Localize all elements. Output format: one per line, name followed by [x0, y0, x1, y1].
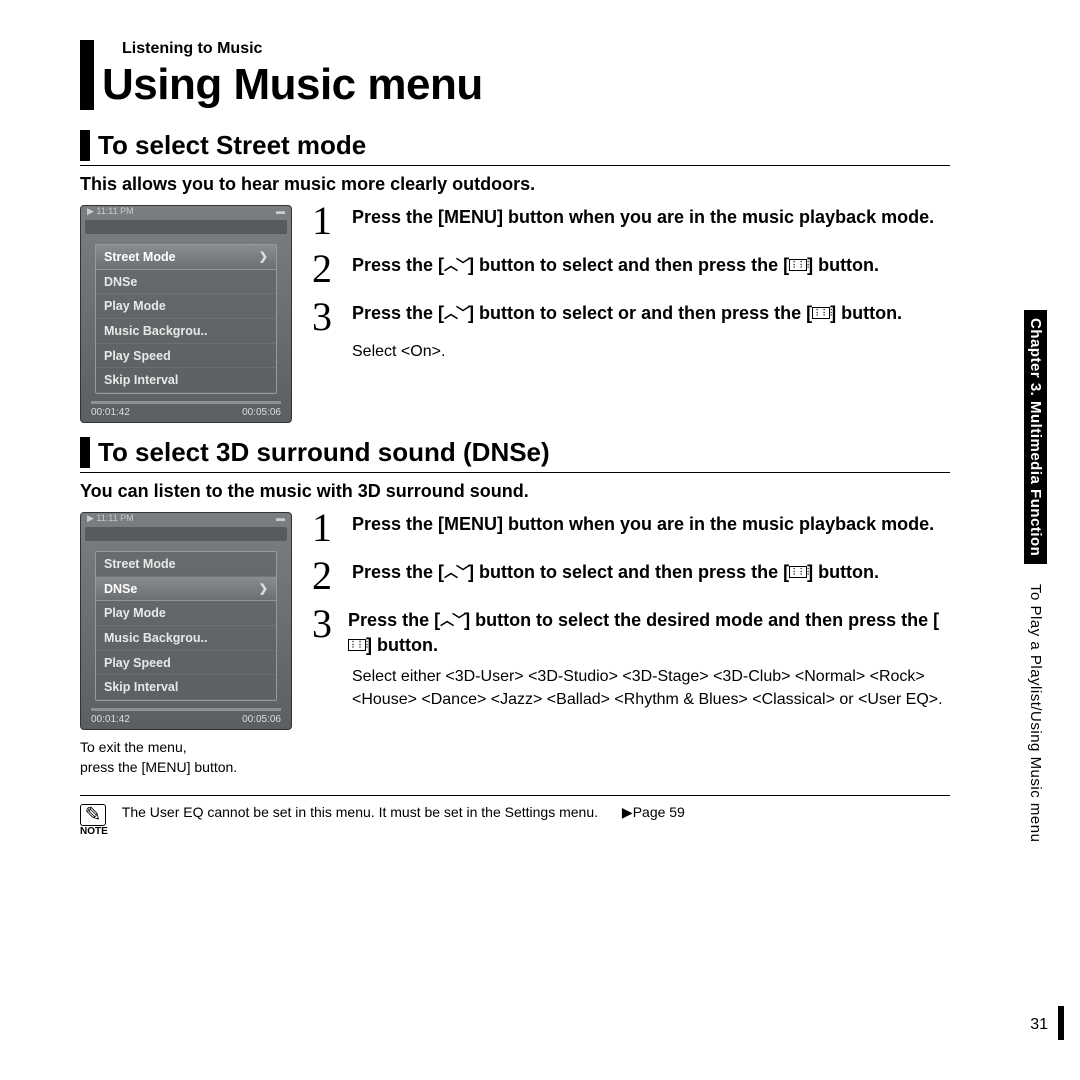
note-icon: ✎ — [80, 804, 106, 826]
device-screenshot-2: ▶ 11:11 PM▬Street ModeDNSe❯Play ModeMusi… — [80, 512, 292, 777]
menu-item: Skip Interval — [96, 675, 276, 700]
section2-title: To select 3D surround sound (DNSe) — [98, 437, 950, 468]
step-subtext: Select either <3D-User> <3D-Studio> <3D-… — [352, 666, 950, 711]
menu-item: DNSe — [96, 270, 276, 295]
step-text: Press the [︿﹀] button to select and then… — [352, 253, 879, 285]
device-screen: ▶ 11:11 PM▬Street Mode❯DNSePlay ModeMusi… — [80, 205, 292, 423]
step-number: 2 — [312, 560, 346, 592]
footnote: ✎ NOTE The User EQ cannot be set in this… — [80, 795, 950, 837]
note-page-ref: ▶Page 59 — [622, 804, 685, 820]
page-title: Using Music menu — [102, 60, 950, 110]
step-number: 3 — [312, 608, 342, 658]
page-number: 31 — [1030, 1016, 1048, 1034]
step-number: 1 — [312, 512, 346, 544]
menu-item: Skip Interval — [96, 368, 276, 393]
section1-title: To select Street mode — [98, 130, 950, 161]
step: 3Press the [︿﹀] button to select or and … — [312, 301, 950, 333]
menu-item: Play Mode — [96, 601, 276, 626]
step-text: Press the [︿﹀] button to select the desi… — [348, 608, 950, 658]
step: 1Press the [MENU] button when you are in… — [312, 205, 950, 237]
step: 1Press the [MENU] button when you are in… — [312, 512, 950, 544]
step: 3Press the [︿﹀] button to select the des… — [312, 608, 950, 658]
menu-item: DNSe❯ — [96, 577, 276, 602]
device-screen: ▶ 11:11 PM▬Street ModeDNSe❯Play ModeMusi… — [80, 512, 292, 730]
page-number-bar — [1058, 1006, 1064, 1040]
menu-item: Play Mode — [96, 294, 276, 319]
side-tab: Chapter 3. Multimedia Function To Play a… — [1024, 310, 1052, 1000]
step-number: 1 — [312, 205, 346, 237]
step-number: 3 — [312, 301, 346, 333]
step-text: Press the [︿﹀] button to select or and t… — [352, 301, 902, 333]
chapter-label: Chapter 3. Multimedia Function — [1024, 310, 1047, 564]
step: 2Press the [︿﹀] button to select and the… — [312, 560, 950, 592]
note-label: NOTE — [80, 826, 108, 837]
note-text: The User EQ cannot be set in this menu. … — [122, 804, 598, 820]
step-number: 2 — [312, 253, 346, 285]
section1-desc: This allows you to hear music more clear… — [80, 174, 950, 195]
menu-item: Music Backgrou.. — [96, 319, 276, 344]
breadcrumb-trail: To Play a Playlist/Using Music menu — [1024, 578, 1047, 848]
exit-note: To exit the menu, press the [MENU] butto… — [80, 738, 292, 777]
step-text: Press the [︿﹀] button to select and then… — [352, 560, 879, 592]
section2-desc: You can listen to the music with 3D surr… — [80, 481, 950, 502]
breadcrumb: Listening to Music — [102, 40, 950, 58]
step-subtext: Select <On>. — [352, 341, 950, 363]
menu-item: Street Mode — [96, 552, 276, 577]
device-screenshot-1: ▶ 11:11 PM▬Street Mode❯DNSePlay ModeMusi… — [80, 205, 292, 423]
step-text: Press the [MENU] button when you are in … — [352, 205, 934, 237]
menu-item: Street Mode❯ — [96, 245, 276, 270]
menu-item: Play Speed — [96, 344, 276, 369]
menu-item: Music Backgrou.. — [96, 626, 276, 651]
step-text: Press the [MENU] button when you are in … — [352, 512, 934, 544]
menu-item: Play Speed — [96, 651, 276, 676]
step: 2Press the [︿﹀] button to select and the… — [312, 253, 950, 285]
